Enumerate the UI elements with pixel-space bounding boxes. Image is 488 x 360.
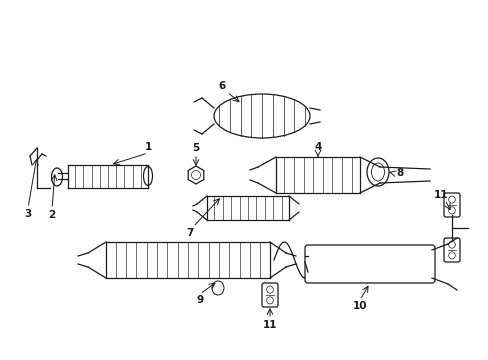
Text: 7: 7 bbox=[186, 228, 193, 238]
Text: 9: 9 bbox=[196, 295, 203, 305]
Text: 8: 8 bbox=[395, 168, 403, 178]
Text: 3: 3 bbox=[24, 209, 32, 219]
Text: 4: 4 bbox=[314, 142, 321, 152]
Text: 10: 10 bbox=[352, 301, 366, 311]
Text: 11: 11 bbox=[262, 320, 277, 330]
Text: 2: 2 bbox=[48, 210, 56, 220]
Text: 1: 1 bbox=[144, 142, 151, 152]
Text: 5: 5 bbox=[192, 143, 199, 153]
Text: 6: 6 bbox=[218, 81, 225, 91]
Text: 11: 11 bbox=[433, 190, 447, 200]
